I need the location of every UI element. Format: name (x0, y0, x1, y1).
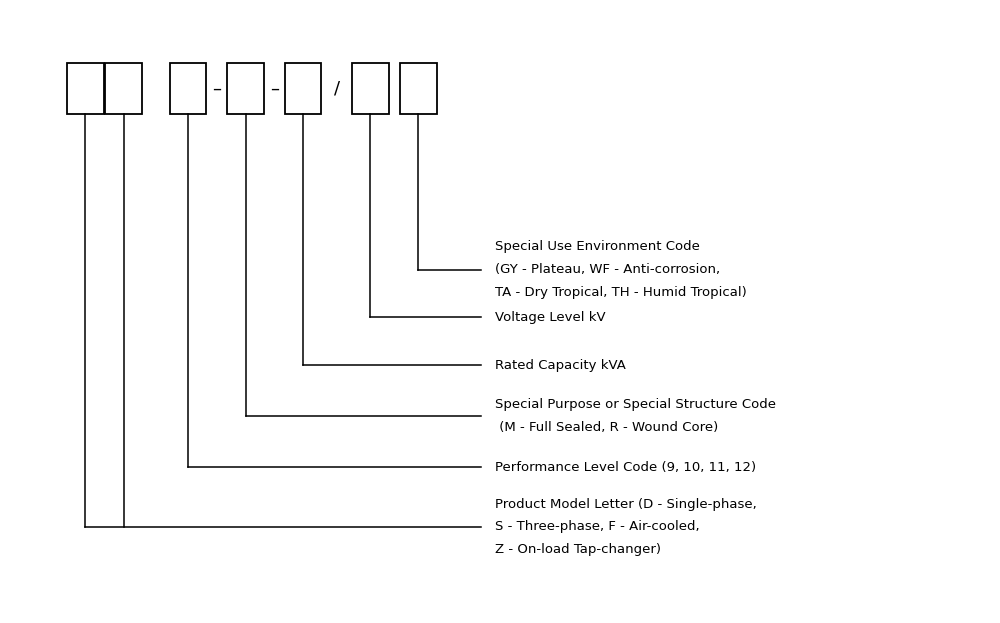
Bar (105, 64, 142, 114)
Bar (227, 64, 264, 114)
Text: Rated Capacity kVA: Rated Capacity kVA (495, 359, 626, 372)
Text: (M - Full Sealed, R - Wound Core): (M - Full Sealed, R - Wound Core) (495, 421, 718, 434)
Bar (67, 64, 104, 114)
Text: Voltage Level kV: Voltage Level kV (495, 311, 606, 324)
Bar (352, 64, 389, 114)
Text: Special Purpose or Special Structure Code: Special Purpose or Special Structure Cod… (495, 398, 776, 411)
Bar (400, 64, 437, 114)
Bar (285, 64, 321, 114)
Text: –: – (270, 80, 279, 98)
Text: TA - Dry Tropical, TH - Humid Tropical): TA - Dry Tropical, TH - Humid Tropical) (495, 286, 747, 299)
Bar (170, 64, 206, 114)
Text: (GY - Plateau, WF - Anti-corrosion,: (GY - Plateau, WF - Anti-corrosion, (495, 263, 720, 276)
Text: Special Use Environment Code: Special Use Environment Code (495, 240, 700, 254)
Text: Product Model Letter (D - Single-phase,: Product Model Letter (D - Single-phase, (495, 498, 757, 511)
Text: Z - On-load Tap-changer): Z - On-load Tap-changer) (495, 543, 661, 556)
Text: –: – (212, 80, 221, 98)
Text: /: / (334, 80, 340, 98)
Text: S - Three-phase, F - Air-cooled,: S - Three-phase, F - Air-cooled, (495, 520, 700, 533)
Text: Performance Level Code (9, 10, 11, 12): Performance Level Code (9, 10, 11, 12) (495, 460, 756, 473)
